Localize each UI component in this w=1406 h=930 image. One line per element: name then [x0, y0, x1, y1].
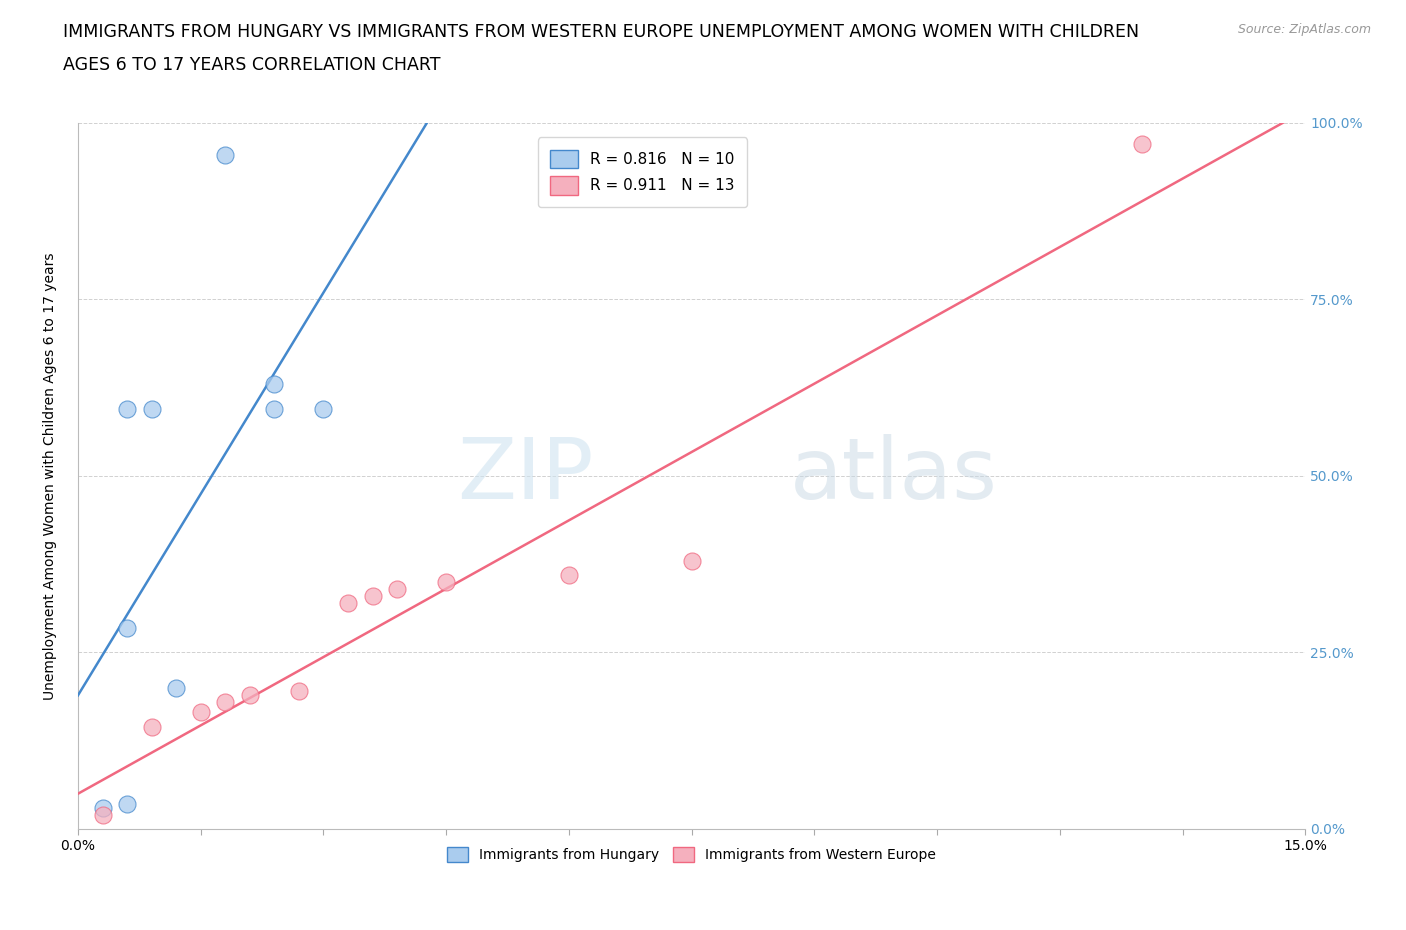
Point: [115, 402, 138, 417]
Point: [214, 695, 236, 710]
Point: [239, 687, 262, 702]
Point: [385, 581, 408, 596]
Point: [263, 377, 285, 392]
Point: [141, 719, 163, 734]
Point: [337, 595, 360, 610]
Text: IMMIGRANTS FROM HUNGARY VS IMMIGRANTS FROM WESTERN EUROPE UNEMPLOYMENT AMONG WOM: IMMIGRANTS FROM HUNGARY VS IMMIGRANTS FR…: [63, 23, 1139, 41]
Text: AGES 6 TO 17 YEARS CORRELATION CHART: AGES 6 TO 17 YEARS CORRELATION CHART: [63, 56, 440, 73]
Point: [263, 402, 285, 417]
Point: [165, 680, 187, 695]
Point: [115, 620, 138, 635]
Legend: Immigrants from Hungary, Immigrants from Western Europe: Immigrants from Hungary, Immigrants from…: [441, 842, 942, 868]
Point: [361, 589, 384, 604]
Point: [434, 575, 457, 590]
Point: [288, 684, 311, 698]
Point: [312, 402, 335, 417]
Text: Source: ZipAtlas.com: Source: ZipAtlas.com: [1237, 23, 1371, 36]
Point: [91, 807, 114, 822]
Point: [190, 705, 212, 720]
Point: [91, 801, 114, 816]
Text: atlas: atlas: [790, 434, 998, 517]
Point: [115, 797, 138, 812]
Y-axis label: Unemployment Among Women with Children Ages 6 to 17 years: Unemployment Among Women with Children A…: [44, 252, 58, 699]
Point: [1130, 137, 1153, 152]
Point: [558, 567, 581, 582]
Point: [681, 553, 703, 568]
Point: [214, 147, 236, 162]
Point: [141, 402, 163, 417]
Text: ZIP: ZIP: [457, 434, 593, 517]
